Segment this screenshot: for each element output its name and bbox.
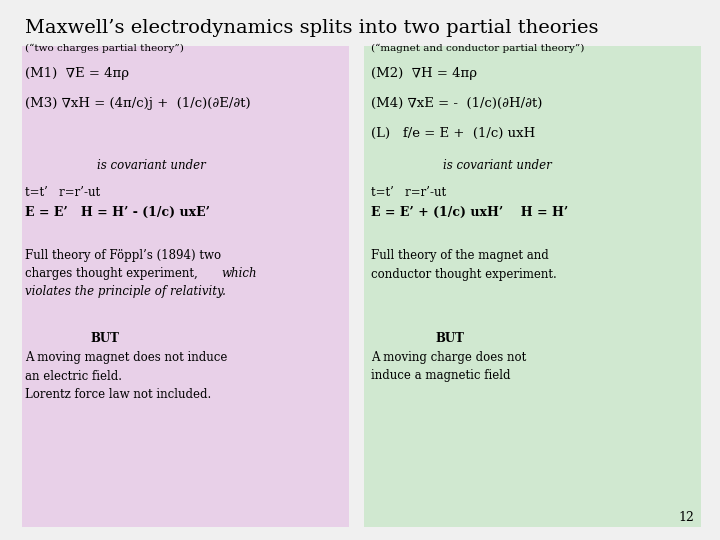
Text: t=t’   r=r’-ut: t=t’ r=r’-ut	[371, 186, 446, 199]
Text: E = E’ + (1/c) uxH’    H = H’: E = E’ + (1/c) uxH’ H = H’	[371, 206, 568, 219]
Text: BUT: BUT	[436, 332, 464, 345]
Text: E = E’   H = H’ - (1/c) uxE’: E = E’ H = H’ - (1/c) uxE’	[25, 206, 210, 219]
Text: violates the principle of relativity.: violates the principle of relativity.	[25, 285, 226, 298]
Text: (M4) ∇xE = -  (1/c)(∂H/∂t): (M4) ∇xE = - (1/c)(∂H/∂t)	[371, 97, 542, 110]
Text: A moving magnet does not induce
an electric field.
Lorentz force law not include: A moving magnet does not induce an elect…	[25, 351, 228, 401]
Text: (M1)  ∇E = 4πρ: (M1) ∇E = 4πρ	[25, 68, 129, 80]
Text: t=t’   r=r’-ut: t=t’ r=r’-ut	[25, 186, 100, 199]
Text: (“two charges partial theory”): (“two charges partial theory”)	[25, 43, 184, 52]
Text: A moving charge does not
induce a magnetic field: A moving charge does not induce a magnet…	[371, 351, 526, 382]
Text: Maxwell’s electrodynamics splits into two partial theories: Maxwell’s electrodynamics splits into tw…	[25, 19, 599, 37]
Text: 12: 12	[679, 511, 695, 524]
FancyBboxPatch shape	[364, 170, 701, 526]
FancyBboxPatch shape	[22, 130, 349, 526]
FancyBboxPatch shape	[364, 46, 701, 170]
Text: which: which	[221, 267, 256, 280]
FancyBboxPatch shape	[22, 46, 349, 140]
Text: is covariant under: is covariant under	[443, 159, 552, 172]
Text: BUT: BUT	[90, 332, 119, 345]
Text: Full theory of the magnet and
conductor thought experiment.: Full theory of the magnet and conductor …	[371, 249, 557, 281]
Text: (M2)  ∇H = 4πρ: (M2) ∇H = 4πρ	[371, 68, 477, 80]
Text: Full theory of Föppl’s (1894) two: Full theory of Föppl’s (1894) two	[25, 249, 221, 262]
Text: (“magnet and conductor partial theory”): (“magnet and conductor partial theory”)	[371, 43, 584, 52]
Text: (M3) ∇xH = (4π/c)j +  (1/c)(∂E/∂t): (M3) ∇xH = (4π/c)j + (1/c)(∂E/∂t)	[25, 97, 251, 110]
Text: charges thought experiment,: charges thought experiment,	[25, 267, 202, 280]
Text: is covariant under: is covariant under	[97, 159, 206, 172]
Text: (L)   f/e = E +  (1/c) uxH: (L) f/e = E + (1/c) uxH	[371, 127, 535, 140]
